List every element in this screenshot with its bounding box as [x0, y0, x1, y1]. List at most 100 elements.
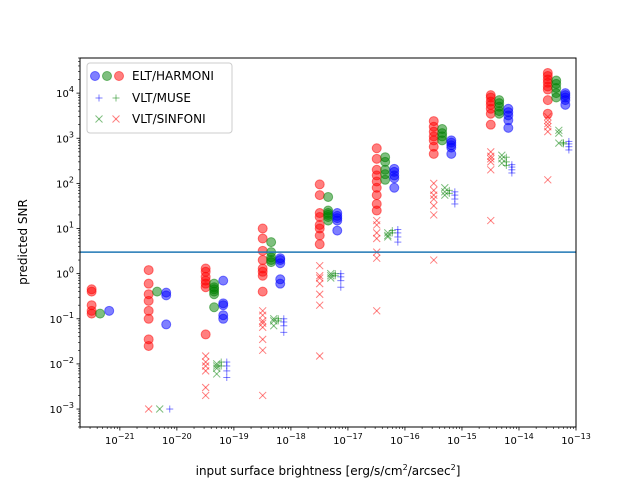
vlt-sinfoni-green-point	[497, 159, 506, 168]
vlt-sinfoni-green-point	[440, 187, 449, 196]
vlt-sinfoni-red-point	[201, 358, 210, 366]
x-axis-label: input surface brightness [erg/s/cm2/arcs…	[196, 463, 461, 478]
legend-vlt-sinfoni-marker	[112, 115, 120, 123]
x-tick-label: 10−13	[561, 432, 591, 447]
elt-harmoni-red-point	[314, 230, 325, 241]
vlt-muse-blue-point	[280, 328, 288, 336]
elt-harmoni-green-point	[95, 308, 106, 319]
elt-harmoni-red-point	[143, 295, 154, 306]
vlt-muse-blue-point	[508, 169, 516, 177]
vlt-muse-blue-point	[223, 367, 231, 375]
vlt-muse-green-point	[559, 140, 567, 148]
vlt-sinfoni-red-point	[429, 195, 438, 203]
elt-harmoni-green-point	[323, 215, 334, 226]
elt-harmoni-red-point	[257, 223, 268, 234]
vlt-sinfoni-green-point	[212, 370, 221, 378]
vlt-sinfoni-red-point	[258, 316, 267, 325]
elt-harmoni-green-point	[209, 302, 220, 313]
legend-elt-harmoni-label: ELT/HARMONI	[132, 69, 214, 83]
vlt-sinfoni-red-point	[486, 152, 495, 161]
elt-harmoni-red-point	[257, 255, 268, 266]
vlt-sinfoni-green-point	[212, 364, 221, 373]
vlt-sinfoni-green-point	[212, 362, 221, 370]
vlt-sinfoni-red-point	[372, 234, 381, 243]
elt-harmoni-green-point	[266, 237, 277, 248]
vlt-sinfoni-green-point	[440, 191, 449, 199]
vlt-muse-blue-point	[337, 283, 345, 291]
vlt-sinfoni-red-point	[201, 383, 210, 392]
data-markers	[86, 67, 573, 413]
elt-harmoni-green-point	[323, 191, 334, 202]
elt-harmoni-red-point	[257, 270, 268, 281]
vlt-sinfoni-green-point	[326, 274, 335, 282]
vlt-sinfoni-red-point	[201, 352, 210, 360]
elt-harmoni-blue-point	[104, 305, 115, 316]
elt-harmoni-blue-point	[275, 258, 286, 269]
vlt-sinfoni-red-point	[543, 112, 552, 121]
vlt-sinfoni-red-point	[315, 261, 324, 270]
vlt-sinfoni-red-point	[258, 323, 267, 332]
legend-vlt-muse-marker	[112, 94, 120, 102]
elt-harmoni-red-point	[86, 308, 97, 319]
elt-harmoni-red-point	[485, 119, 496, 130]
vlt-sinfoni-red-point	[429, 256, 438, 264]
elt-harmoni-green-point	[380, 174, 391, 185]
elt-harmoni-blue-point	[389, 182, 400, 193]
elt-harmoni-red-point	[143, 340, 154, 351]
vlt-sinfoni-red-point	[543, 127, 552, 136]
vlt-sinfoni-green-point	[269, 321, 278, 330]
y-axis-label: predicted SNR	[16, 199, 30, 285]
vlt-sinfoni-red-point	[429, 191, 438, 199]
elt-harmoni-blue-point	[161, 319, 172, 330]
vlt-sinfoni-green-point	[497, 151, 506, 160]
vlt-sinfoni-red-point	[315, 352, 324, 360]
elt-harmoni-green-point	[209, 289, 220, 300]
legend-elt-harmoni-marker	[90, 71, 100, 81]
vlt-muse-blue-point	[337, 277, 345, 285]
elt-harmoni-red-point	[200, 329, 211, 340]
elt-harmoni-red-point	[86, 286, 97, 297]
vlt-sinfoni-red-point	[486, 165, 495, 174]
elt-harmoni-blue-point	[446, 148, 457, 159]
elt-harmoni-blue-point	[503, 122, 514, 133]
vlt-muse-blue-point	[223, 373, 231, 381]
elt-harmoni-red-point	[428, 148, 439, 159]
elt-harmoni-blue-point	[218, 300, 229, 311]
elt-harmoni-red-point	[371, 143, 382, 154]
elt-harmoni-green-point	[437, 135, 448, 146]
y-tick-label: 100	[56, 266, 74, 281]
elt-harmoni-red-point	[143, 278, 154, 289]
y-tick-label: 10−1	[49, 311, 74, 326]
vlt-sinfoni-red-point	[315, 290, 324, 299]
elt-harmoni-red-point	[143, 313, 154, 324]
elt-harmoni-blue-point	[560, 99, 571, 110]
vlt-sinfoni-red-point	[372, 306, 381, 315]
legend-vlt-muse-marker	[95, 94, 103, 102]
vlt-muse-blue-point	[280, 322, 288, 330]
x-tick-label: 10−15	[447, 432, 477, 447]
legend-elt-harmoni-marker	[102, 71, 112, 81]
elt-harmoni-red-point	[485, 108, 496, 119]
x-tick-label: 10−21	[105, 432, 135, 447]
elt-harmoni-blue-point	[161, 290, 172, 301]
vlt-sinfoni-green-point	[155, 405, 164, 413]
elt-harmoni-red-point	[371, 190, 382, 201]
vlt-sinfoni-red-point	[144, 405, 153, 413]
legend-box	[86, 62, 233, 134]
x-tick-label: 10−16	[390, 432, 420, 447]
elt-harmoni-blue-point	[332, 225, 343, 236]
x-tick-label: 10−14	[504, 432, 534, 447]
x-tick-label: 10−19	[219, 432, 249, 447]
y-tick-label: 10−3	[49, 401, 74, 416]
y-tick-label: 10−2	[49, 356, 74, 371]
x-tick-label: 10−18	[276, 432, 306, 447]
vlt-sinfoni-green-point	[383, 231, 392, 240]
vlt-muse-blue-point	[565, 146, 573, 154]
vlt-sinfoni-red-point	[372, 254, 381, 263]
elt-harmoni-red-point	[257, 286, 268, 297]
vlt-sinfoni-red-point	[315, 301, 324, 310]
elt-harmoni-red-point	[257, 233, 268, 244]
axis-ticks: 10−21 10−20 10−19 10−18 10−17 10−16 10−15 10−14…	[49, 57, 591, 447]
vlt-sinfoni-red-point	[486, 157, 495, 166]
vlt-muse-blue-point	[451, 200, 459, 208]
